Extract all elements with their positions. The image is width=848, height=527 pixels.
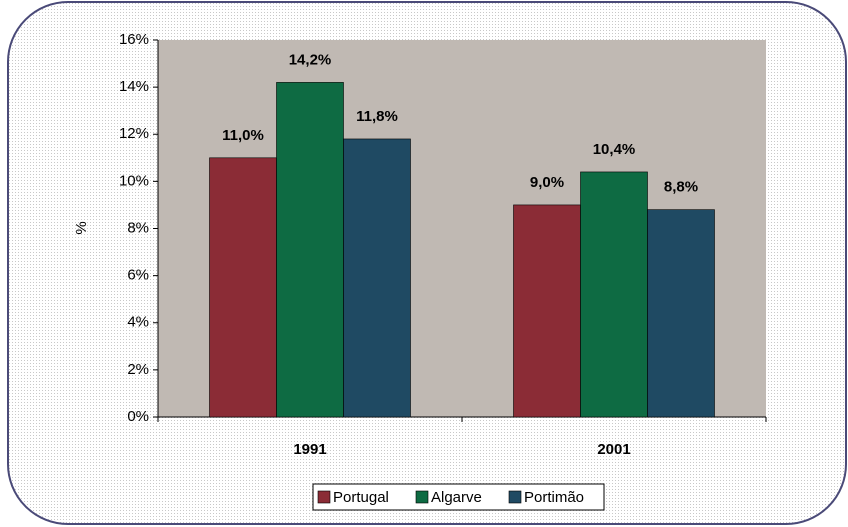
legend-label: Portimão bbox=[524, 489, 584, 506]
y-tick-label: 16% bbox=[119, 31, 149, 48]
legend-swatch bbox=[317, 490, 331, 504]
value-label: 11,0% bbox=[222, 127, 264, 144]
legend-swatch bbox=[415, 490, 429, 504]
y-axis-label: % bbox=[73, 221, 90, 234]
bar bbox=[343, 138, 411, 418]
legend-swatch bbox=[508, 490, 522, 504]
value-label: 10,4% bbox=[593, 141, 636, 158]
legend-box bbox=[312, 483, 605, 511]
y-tick-label: 6% bbox=[127, 267, 149, 284]
y-tick-label: 0% bbox=[127, 408, 149, 425]
value-label: 8,8% bbox=[664, 179, 698, 196]
x-tick-label: 2001 bbox=[597, 441, 630, 458]
bar bbox=[513, 204, 581, 418]
y-tick-label: 8% bbox=[127, 219, 149, 236]
bar bbox=[580, 171, 648, 418]
bar bbox=[276, 82, 344, 418]
y-tick-label: 2% bbox=[127, 361, 149, 378]
y-tick-label: 10% bbox=[119, 172, 149, 189]
value-label: 11,8% bbox=[356, 108, 398, 125]
value-label: 14,2% bbox=[289, 51, 332, 68]
y-tick-label: 12% bbox=[119, 125, 149, 142]
bar bbox=[209, 157, 277, 418]
bar bbox=[647, 209, 715, 418]
legend-label: Portugal bbox=[333, 489, 389, 506]
value-label: 9,0% bbox=[530, 174, 564, 191]
legend-label: Algarve bbox=[431, 489, 482, 506]
y-tick-label: 4% bbox=[127, 314, 149, 331]
x-tick-label: 1991 bbox=[293, 441, 326, 458]
y-tick-label: 14% bbox=[119, 78, 149, 95]
